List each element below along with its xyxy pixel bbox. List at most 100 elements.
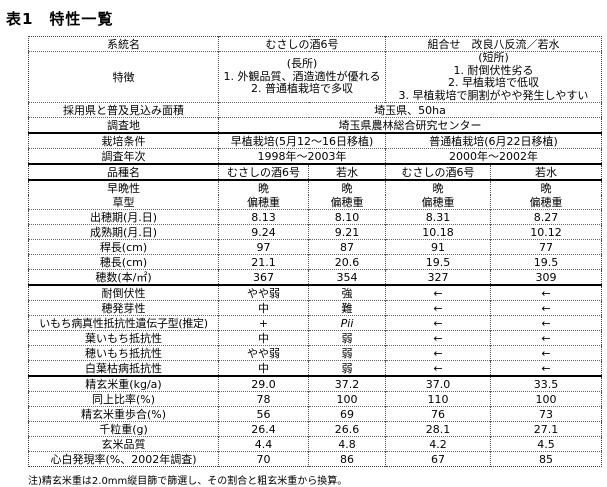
value-cell: 4.4 <box>218 436 309 452</box>
table-row: 稈長(cm) 97 87 91 77 <box>28 239 602 255</box>
value-cell: Pii <box>308 315 386 331</box>
value-cell: 28.1 <box>385 421 491 437</box>
value-cell: ← <box>490 345 602 361</box>
years-right: 2000年〜2002年 <box>385 148 602 164</box>
row-label: 玄米品質 <box>28 436 219 452</box>
value-cell: 偏穂重 <box>218 195 309 210</box>
row-label: 穂発芽性 <box>28 300 219 316</box>
table-row: 出穂期(月.日) 8.13 8.10 8.31 8.27 <box>28 209 602 225</box>
value-cell: 354 <box>308 269 386 285</box>
value-cell: 4.2 <box>385 436 491 452</box>
value-cell: 21.1 <box>218 254 309 270</box>
strain-right: 組合せ 改良八反流／若水 <box>385 36 602 52</box>
value-cell: 69 <box>308 406 386 422</box>
table-row-adoption: 採用県と普及見込み面積 埼玉県、50ha <box>28 102 602 118</box>
value-cell: 78 <box>218 391 309 407</box>
row-label: 精玄米重(kg/a) <box>28 375 219 392</box>
table-row: 耐倒伏性 やや弱 強 ← ← <box>28 284 602 301</box>
table-row: 穂数(本/㎡) 367 354 327 309 <box>28 269 602 285</box>
row-label: 草型 <box>112 195 135 209</box>
value-cell: 77 <box>490 239 602 255</box>
feature-line: 2. 普通植栽培で多収 <box>251 82 353 96</box>
value-cell: 19.5 <box>490 254 602 270</box>
row-label: 穂いもち抵抗性 <box>28 345 219 361</box>
value-cell: 29.0 <box>218 375 309 392</box>
row-label: 穂長(cm) <box>28 254 219 270</box>
value-cell: ← <box>490 300 602 316</box>
table-row: 穂長(cm) 21.1 20.6 19.5 19.5 <box>28 254 602 270</box>
value-cell: ← <box>385 330 491 346</box>
value-cell: + <box>218 315 309 331</box>
page-title: 表1 特性一覧 <box>6 10 114 28</box>
value-cell: やや弱 <box>218 345 309 361</box>
feature-line: (短所) <box>478 51 509 64</box>
table-row: 精玄米重歩合(%) 56 69 76 73 <box>28 406 602 422</box>
value-cell: 110 <box>385 391 491 407</box>
value-cell: ← <box>490 315 602 331</box>
table-row-variety: 品種名 むさしの酒6号 若水 むさしの酒6号 若水 <box>28 163 602 180</box>
value-cell: 8.13 <box>218 209 309 225</box>
table-row: 早晩性 晩 晩 晩 晩 <box>28 179 602 195</box>
value-cell: ← <box>385 360 491 376</box>
row-label: 採用県と普及見込み面積 <box>28 102 219 118</box>
value-cell: 弱 <box>308 345 386 361</box>
value-cell: ← <box>490 330 602 346</box>
value-cell: ← <box>385 345 491 361</box>
table-row: 同上比率(%) 78 100 110 100 <box>28 391 602 407</box>
value-cell: 9.21 <box>308 224 386 240</box>
row-label: 栽培条件 <box>28 132 219 149</box>
value-cell: 10.12 <box>490 224 602 240</box>
value-cell: 70 <box>218 451 309 467</box>
row-label: 品種名 <box>28 163 219 180</box>
row-label: 白葉枯病抵抗性 <box>28 360 219 376</box>
feature-line: 1. 外観品質、酒造適性が優れる <box>223 69 381 83</box>
value-cell: ← <box>490 360 602 376</box>
cultivation-left: 早植栽培(5月12〜16日移植) <box>218 132 386 149</box>
value-cell: 87 <box>308 239 386 255</box>
value-cell: 偏穂重 <box>385 195 491 210</box>
row-label: いもち病真性抵抗性遺伝子型(推定) <box>28 315 219 331</box>
value-cell: 327 <box>385 269 491 285</box>
value-cell: 晩 <box>218 179 309 195</box>
row-label: 心白発現率(%、2002年調査) <box>28 451 219 467</box>
value-cell: 27.1 <box>490 421 602 437</box>
table-row: 白葉枯病抵抗性 中 弱 ← ← <box>28 360 602 376</box>
value-cell: 19.5 <box>385 254 491 270</box>
value-cell: ← <box>385 300 491 316</box>
value-cell: 晩 <box>385 179 491 195</box>
value-cell: 56 <box>218 406 309 422</box>
value-cell: 4.5 <box>490 436 602 452</box>
table-row: 精玄米重(kg/a) 29.0 37.2 37.0 33.5 <box>28 375 602 392</box>
value-cell: やや弱 <box>218 284 309 301</box>
table-row: 穂いもち抵抗性 やや弱 弱 ← ← <box>28 345 602 361</box>
row-label: 穂数(本/㎡) <box>28 269 219 285</box>
table-row-cultivation: 栽培条件 早植栽培(5月12〜16日移植) 普通植栽培(6月22日移植) <box>28 132 602 149</box>
site-value: 埼玉県農林総合研究センター <box>218 117 602 133</box>
variety-cell: 若水 <box>308 163 386 180</box>
table-row: 葉いもち抵抗性 中 弱 ← ← <box>28 330 602 346</box>
value-cell: 弱 <box>308 360 386 376</box>
feature-line: 1. 耐倒伏性劣る <box>453 63 534 77</box>
row-label: 特徴 <box>28 51 219 103</box>
feature-line: 2. 早植栽培で低収 <box>448 76 539 89</box>
value-cell: ← <box>385 284 491 301</box>
value-cell: 8.27 <box>490 209 602 225</box>
feature-line: 3. 早植栽培で胴割がやや発生しやすい <box>398 88 589 102</box>
row-label: 成熟期(月.日) <box>28 224 219 240</box>
value-cell: 偏穂重 <box>490 195 602 210</box>
characteristics-table: 系統名 むさしの酒6号 組合せ 改良八反流／若水 特徴 (長所) 1. 外観品質… <box>28 36 602 467</box>
table-row: 穂発芽性 中 難 ← ← <box>28 300 602 316</box>
value-cell: 37.2 <box>308 375 386 392</box>
table-row: 成熟期(月.日) 9.24 9.21 10.18 10.12 <box>28 224 602 240</box>
row-label: 調査地 <box>28 117 219 133</box>
table-row-strain: 系統名 むさしの酒6号 組合せ 改良八反流／若水 <box>29 36 602 52</box>
value-cell: 100 <box>308 391 386 407</box>
value-cell: 4.8 <box>308 436 386 452</box>
value-cell: 難 <box>308 300 386 316</box>
value-cell: 85 <box>490 451 602 467</box>
value-cell: 偏穂重 <box>308 195 386 210</box>
value-cell: 8.10 <box>308 209 386 225</box>
strain-left: むさしの酒6号 <box>218 36 386 52</box>
row-label: 葉いもち抵抗性 <box>28 330 219 346</box>
value-cell: ← <box>385 315 491 331</box>
